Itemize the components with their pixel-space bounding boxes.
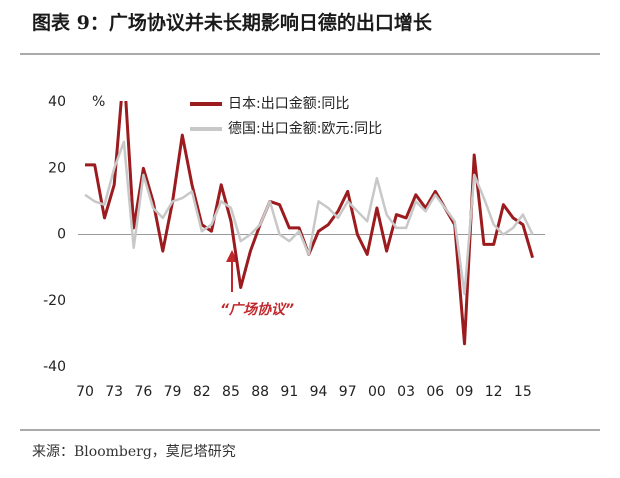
x-tick-label: 03 — [397, 384, 415, 400]
x-tick-label: 12 — [485, 384, 503, 400]
x-tick-label: 82 — [193, 384, 211, 400]
source: 来源：Bloomberg，莫尼塔研究 — [32, 444, 236, 460]
x-tick-label: 00 — [368, 384, 386, 400]
chart-title: 图表 9：广场协议并未长期影响日德的出口增长 — [32, 11, 433, 34]
x-tick-label: 88 — [251, 384, 269, 400]
y-tick-label: -40 — [43, 359, 66, 375]
y-tick-label: 40 — [48, 94, 66, 110]
x-tick-label: 09 — [456, 384, 474, 400]
x-tick-label: 70 — [76, 384, 94, 400]
x-tick-label: 73 — [105, 384, 123, 400]
x-tick-label: 85 — [222, 384, 240, 400]
series-line — [84, 140, 534, 296]
x-tick-label: 97 — [339, 384, 357, 400]
x-tick-label: 91 — [280, 384, 298, 400]
unit-label: % — [92, 94, 105, 110]
y-tick-label: 0 — [57, 227, 66, 243]
x-tick-label: 94 — [310, 384, 328, 400]
annotation-arrowhead — [226, 250, 238, 262]
legend-label: 日本:出口金额:同比 — [228, 96, 349, 112]
x-tick-label: 06 — [426, 384, 444, 400]
y-tick-label: 20 — [48, 160, 66, 176]
x-tick-label: 15 — [514, 384, 532, 400]
x-tick-label: 79 — [164, 384, 182, 400]
y-tick-label: -20 — [43, 293, 66, 309]
x-tick-label: 76 — [134, 384, 152, 400]
annotation: “广场协议” — [220, 301, 294, 318]
legend-label: 德国:出口金额:欧元:同比 — [228, 121, 382, 137]
